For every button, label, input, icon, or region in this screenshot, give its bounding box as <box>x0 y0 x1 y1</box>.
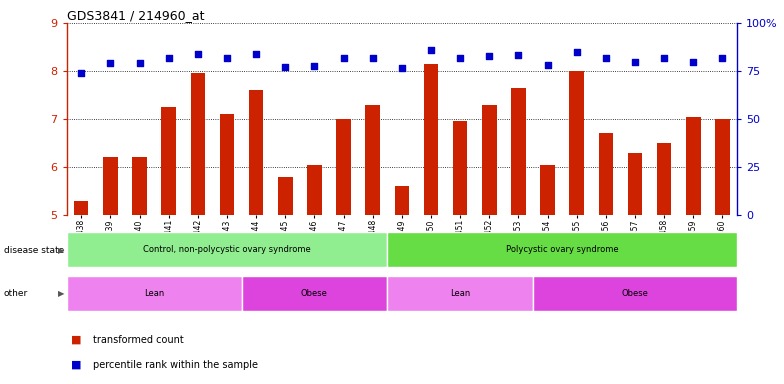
Bar <box>387 232 737 267</box>
Bar <box>533 276 737 311</box>
Text: Polycystic ovary syndrome: Polycystic ovary syndrome <box>506 245 619 254</box>
Point <box>541 62 554 68</box>
Bar <box>74 201 89 215</box>
Bar <box>715 119 730 215</box>
Point <box>716 55 728 61</box>
Bar <box>482 104 496 215</box>
Bar <box>241 276 387 311</box>
Point <box>366 55 379 61</box>
Text: Lean: Lean <box>144 289 164 298</box>
Bar <box>453 121 467 215</box>
Text: GDS3841 / 214960_at: GDS3841 / 214960_at <box>67 9 204 22</box>
Point <box>658 55 670 61</box>
Bar <box>67 276 241 311</box>
Point <box>279 64 292 70</box>
Text: Obese: Obese <box>301 289 328 298</box>
Point <box>133 60 146 66</box>
Bar <box>598 134 613 215</box>
Point <box>454 55 466 61</box>
Point <box>308 63 321 70</box>
Point <box>629 59 641 65</box>
Bar <box>220 114 234 215</box>
Point <box>220 55 233 61</box>
Bar <box>628 153 642 215</box>
Text: ▶: ▶ <box>58 246 64 255</box>
Bar <box>278 177 292 215</box>
Text: ▶: ▶ <box>58 289 64 298</box>
Point <box>395 65 408 71</box>
Bar <box>365 104 380 215</box>
Text: ■: ■ <box>71 335 81 345</box>
Bar <box>103 157 118 215</box>
Text: Control, non-polycystic ovary syndrome: Control, non-polycystic ovary syndrome <box>143 245 310 254</box>
Point <box>162 55 175 61</box>
Bar <box>569 71 584 215</box>
Text: ■: ■ <box>71 360 81 370</box>
Bar <box>162 107 176 215</box>
Bar <box>387 276 533 311</box>
Point <box>512 52 524 58</box>
Point <box>687 59 699 65</box>
Bar <box>336 119 350 215</box>
Point <box>75 70 88 76</box>
Bar <box>423 64 438 215</box>
Text: transformed count: transformed count <box>93 335 183 345</box>
Text: percentile rank within the sample: percentile rank within the sample <box>93 360 257 370</box>
Point <box>191 51 204 57</box>
Text: disease state: disease state <box>4 246 64 255</box>
Point <box>104 60 117 66</box>
Bar <box>686 117 701 215</box>
Bar <box>540 165 555 215</box>
Point <box>425 47 437 53</box>
Point <box>483 53 495 59</box>
Text: other: other <box>4 289 28 298</box>
Bar <box>511 88 525 215</box>
Bar <box>132 157 147 215</box>
Point <box>250 51 263 57</box>
Bar <box>657 143 671 215</box>
Point <box>571 49 583 55</box>
Bar <box>67 232 387 267</box>
Bar <box>249 90 263 215</box>
Text: Obese: Obese <box>622 289 648 298</box>
Bar <box>394 186 409 215</box>
Point <box>337 55 350 61</box>
Bar <box>191 73 205 215</box>
Text: Lean: Lean <box>450 289 470 298</box>
Bar <box>307 165 321 215</box>
Point <box>600 55 612 61</box>
